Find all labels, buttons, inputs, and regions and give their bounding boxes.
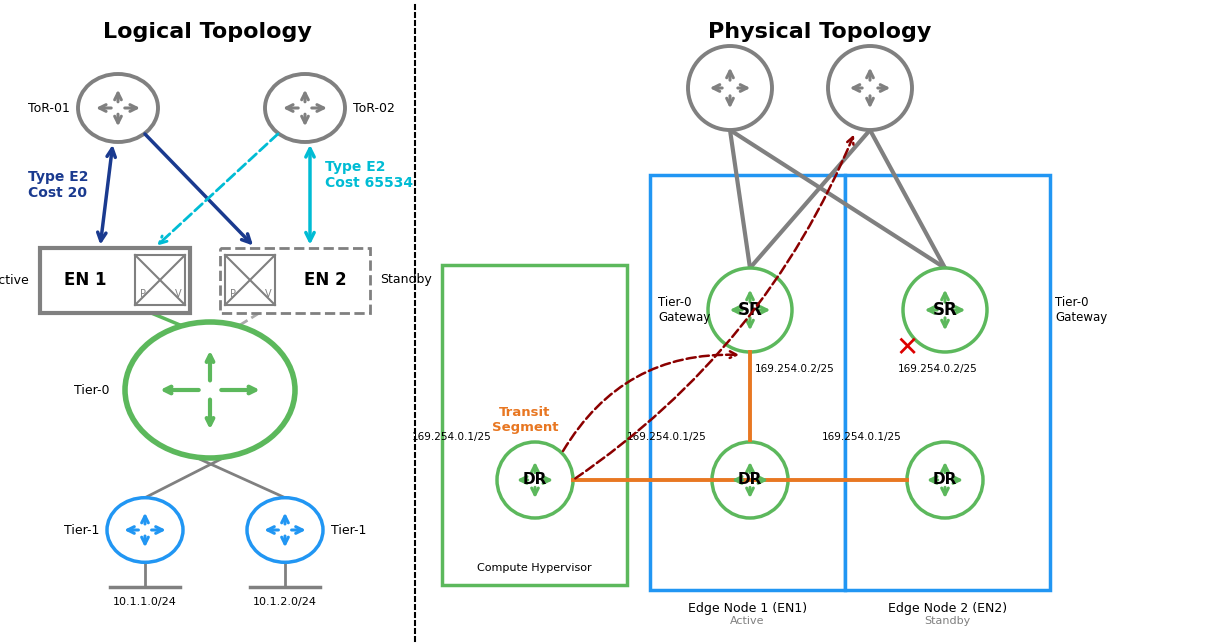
Text: Tier-1: Tier-1 xyxy=(331,523,367,536)
Text: 10.1.2.0/24: 10.1.2.0/24 xyxy=(253,597,318,607)
Text: EN 2: EN 2 xyxy=(304,271,346,289)
Text: DR: DR xyxy=(933,473,958,487)
Ellipse shape xyxy=(107,498,183,562)
FancyBboxPatch shape xyxy=(443,265,626,585)
Text: SR: SR xyxy=(738,301,763,319)
Text: Tier-0
Gateway: Tier-0 Gateway xyxy=(658,296,710,324)
Text: 169.254.0.1/25: 169.254.0.1/25 xyxy=(628,432,707,442)
Text: Active: Active xyxy=(0,273,29,287)
Text: 169.254.0.2/25: 169.254.0.2/25 xyxy=(755,364,835,374)
Ellipse shape xyxy=(265,74,345,142)
Text: Tier-1: Tier-1 xyxy=(64,523,99,536)
Text: 169.254.0.2/25: 169.254.0.2/25 xyxy=(897,364,978,374)
Text: V: V xyxy=(175,289,181,299)
FancyBboxPatch shape xyxy=(40,248,190,312)
Text: ToR-02: ToR-02 xyxy=(353,102,395,114)
FancyBboxPatch shape xyxy=(226,255,275,305)
FancyBboxPatch shape xyxy=(650,175,845,590)
Text: Standby: Standby xyxy=(924,616,971,626)
Ellipse shape xyxy=(125,322,295,458)
Text: DR: DR xyxy=(522,473,547,487)
Circle shape xyxy=(688,46,772,130)
Text: Compute Hypervisor: Compute Hypervisor xyxy=(477,563,592,573)
Text: P: P xyxy=(230,289,235,299)
Text: Active: Active xyxy=(731,616,765,626)
Text: DR: DR xyxy=(738,473,763,487)
Text: SR: SR xyxy=(933,301,958,319)
Ellipse shape xyxy=(78,74,158,142)
FancyBboxPatch shape xyxy=(219,248,370,312)
Circle shape xyxy=(712,442,788,518)
Text: Tier-0: Tier-0 xyxy=(75,383,110,397)
Circle shape xyxy=(707,268,792,352)
Text: 169.254.0.1/25: 169.254.0.1/25 xyxy=(412,432,492,442)
Circle shape xyxy=(828,46,912,130)
Text: P: P xyxy=(140,289,146,299)
Text: Edge Node 2 (EN2): Edge Node 2 (EN2) xyxy=(888,602,1007,615)
Ellipse shape xyxy=(246,498,322,562)
Text: Standby: Standby xyxy=(380,273,432,287)
Text: EN 1: EN 1 xyxy=(64,271,107,289)
Circle shape xyxy=(907,442,983,518)
Text: Type E2
Cost 65534: Type E2 Cost 65534 xyxy=(325,160,413,190)
Text: 10.1.1.0/24: 10.1.1.0/24 xyxy=(113,597,177,607)
FancyBboxPatch shape xyxy=(845,175,1049,590)
Text: Tier-0
Gateway: Tier-0 Gateway xyxy=(1056,296,1107,324)
Text: ToR-01: ToR-01 xyxy=(28,102,70,114)
Text: V: V xyxy=(265,289,272,299)
Text: Edge Node 1 (EN1): Edge Node 1 (EN1) xyxy=(688,602,807,615)
FancyBboxPatch shape xyxy=(135,255,185,305)
Text: 169.254.0.1/25: 169.254.0.1/25 xyxy=(823,432,902,442)
Circle shape xyxy=(497,442,573,518)
Text: Transit
Segment: Transit Segment xyxy=(492,406,558,434)
Text: Physical Topology: Physical Topology xyxy=(709,22,932,42)
Text: Logical Topology: Logical Topology xyxy=(103,22,311,42)
Text: Type E2
Cost 20: Type E2 Cost 20 xyxy=(28,170,88,200)
Circle shape xyxy=(904,268,987,352)
Text: ✕: ✕ xyxy=(895,334,918,362)
